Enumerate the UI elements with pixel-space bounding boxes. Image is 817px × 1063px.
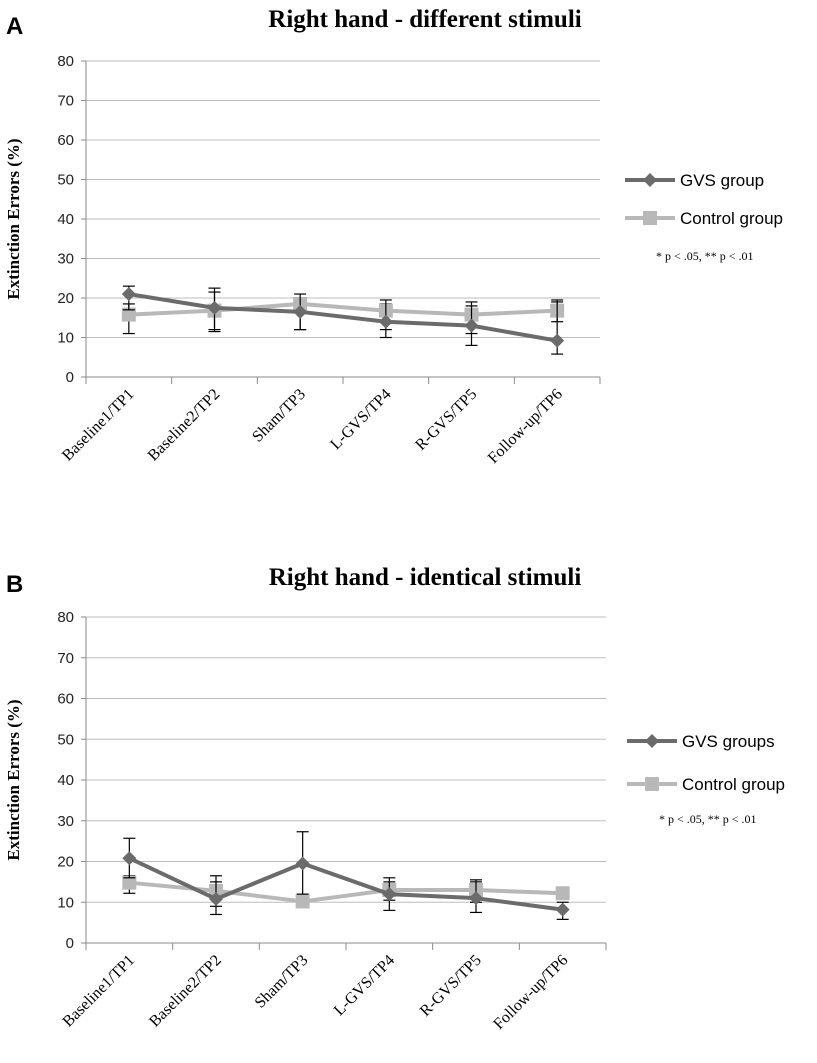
data-point-diamond xyxy=(209,891,223,906)
series-gvs xyxy=(122,831,570,920)
y-tick-label: 40 xyxy=(57,211,74,228)
chart-panel-b: B Right hand - identical stimuli 0 10 20 30 40… xyxy=(4,564,785,1033)
data-point-diamond xyxy=(121,287,136,302)
x-tick-label: Baseline1/TP1 xyxy=(59,386,138,465)
x-tick-label: Baseline2/TP2 xyxy=(146,952,225,1031)
data-point-diamond xyxy=(555,902,570,917)
y-tick-label: 40 xyxy=(57,772,74,789)
x-tick-label: L-GVS/TP4 xyxy=(327,386,394,453)
y-tick-label: 0 xyxy=(66,369,74,386)
y-tick-label: 0 xyxy=(66,935,74,952)
data-point-square xyxy=(295,894,310,909)
series-line xyxy=(128,301,558,317)
y-tick-label: 80 xyxy=(57,609,74,626)
series-line xyxy=(128,856,563,912)
legend-label: GVS groups xyxy=(682,732,775,751)
legend-marker-square xyxy=(643,211,657,225)
data-point-diamond xyxy=(464,318,479,333)
x-tick-label: Baseline1/TP1 xyxy=(60,952,139,1031)
y-tick-label: 70 xyxy=(57,650,74,667)
y-tick-label: 30 xyxy=(57,251,74,268)
data-point-diamond xyxy=(295,856,310,871)
y-tick-label: 50 xyxy=(57,172,74,189)
x-tick-label: Sham/TP3 xyxy=(249,386,309,446)
x-tick-label: R-GVS/TP5 xyxy=(417,952,485,1020)
y-tick-label: 20 xyxy=(57,290,74,307)
series-line xyxy=(129,880,563,904)
significance-note: * p < .05, ** p < .01 xyxy=(656,249,754,263)
data-point-diamond xyxy=(469,891,483,906)
panel-letter: B xyxy=(6,571,23,598)
legend: GVS groups Control group xyxy=(627,732,785,794)
y-tick-label: 10 xyxy=(57,330,74,347)
data-point-square xyxy=(121,307,136,322)
data-point-diamond xyxy=(122,851,137,866)
data-point-diamond xyxy=(207,300,222,315)
series-line xyxy=(128,292,558,343)
data-point-square xyxy=(555,886,570,901)
x-tick-label: L-GVS/TP4 xyxy=(331,952,398,1019)
y-tick-label: 60 xyxy=(57,691,74,708)
y-tick-label: 70 xyxy=(57,93,74,110)
panel-letter: A xyxy=(6,13,23,40)
significance-note: * p < .05, ** p < .01 xyxy=(659,812,757,826)
series-gvs xyxy=(121,285,565,355)
x-tick-label: Baseline2/TP2 xyxy=(145,386,224,465)
legend-label: Control group xyxy=(682,775,785,794)
x-tick-label: Follow-up/TP6 xyxy=(490,952,571,1033)
legend-marker-diamond xyxy=(643,173,657,187)
y-axis-label: Extinction Errors (%) xyxy=(4,699,23,860)
legend-marker-square xyxy=(645,777,659,791)
x-tick-label: Sham/TP3 xyxy=(252,952,312,1012)
legend-marker-diamond xyxy=(645,734,659,748)
data-point-square xyxy=(122,875,137,890)
x-tick-label: R-GVS/TP5 xyxy=(412,386,480,454)
y-tick-label: 60 xyxy=(57,132,74,149)
y-tick-label: 20 xyxy=(57,854,74,871)
legend-label: Control group xyxy=(680,209,783,228)
data-point-diamond xyxy=(378,314,393,329)
data-point-diamond xyxy=(382,887,397,902)
legend-label: GVS group xyxy=(680,171,764,190)
chart-title: Right hand - different stimuli xyxy=(268,6,582,33)
y-tick-label: 80 xyxy=(57,53,74,70)
chart-panel-a: A Right hand - different stimuli 0 10 20 30 40… xyxy=(4,6,783,467)
data-point-diamond xyxy=(550,333,565,348)
chart-title: Right hand - identical stimuli xyxy=(269,564,582,591)
y-tick-label: 30 xyxy=(57,813,74,830)
y-axis-label: Extinction Errors (%) xyxy=(4,138,23,299)
legend: GVS group Control group xyxy=(625,171,783,228)
y-tick-label: 10 xyxy=(57,894,74,911)
data-point-diamond xyxy=(293,304,308,319)
x-tick-label: Follow-up/TP6 xyxy=(485,386,566,467)
y-tick-label: 50 xyxy=(57,731,74,748)
